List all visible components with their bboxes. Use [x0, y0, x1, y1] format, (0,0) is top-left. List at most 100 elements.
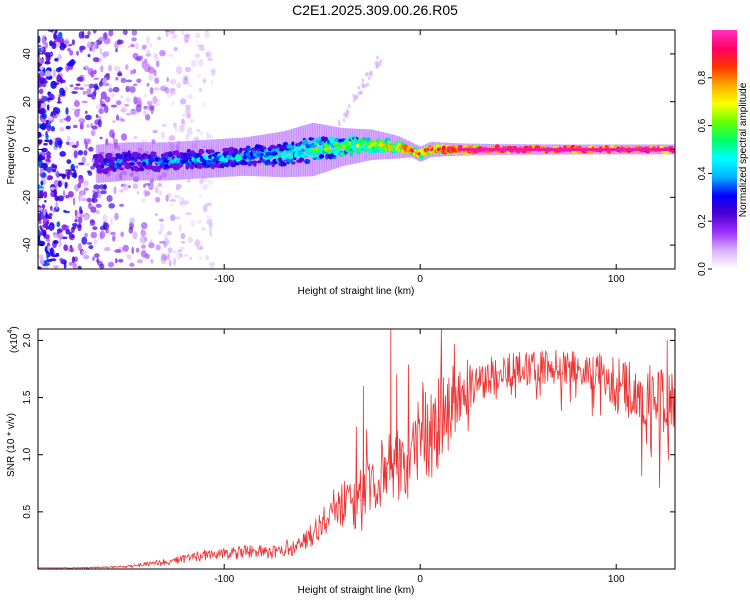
- noise-speckle: [95, 114, 99, 118]
- noise-speckle: [113, 66, 121, 72]
- noise-speckle: [345, 108, 349, 113]
- noise-speckle: [199, 240, 203, 247]
- noise-speckle: [53, 240, 59, 245]
- noise-speckle: [41, 265, 49, 269]
- noise-speckle: [102, 77, 108, 86]
- snr-scale-label: (x104): [7, 326, 20, 353]
- noise-speckle: [140, 228, 144, 233]
- noise-speckle: [47, 175, 54, 180]
- noise-speckle: [114, 249, 122, 253]
- noise-speckle: [90, 92, 96, 100]
- noise-speckle: [66, 135, 71, 142]
- noise-speckle: [46, 124, 52, 129]
- noise-speckle: [116, 39, 122, 45]
- noise-speckle: [210, 79, 214, 85]
- noise-speckle: [50, 205, 53, 211]
- noise-speckle: [45, 133, 49, 140]
- snr-point: [635, 391, 637, 393]
- noise-speckle: [40, 259, 45, 265]
- noise-speckle: [160, 256, 167, 265]
- noise-speckle: [133, 68, 136, 74]
- noise-speckle: [91, 197, 98, 203]
- noise-speckle: [103, 222, 110, 231]
- noise-speckle: [92, 226, 98, 231]
- noise-speckle: [45, 222, 48, 230]
- noise-speckle: [141, 44, 147, 50]
- noise-speckle: [359, 90, 363, 95]
- noise-speckle: [81, 100, 88, 104]
- snr-point: [302, 543, 304, 545]
- noise-speckle: [93, 30, 97, 34]
- noise-speckle: [50, 80, 57, 89]
- y-tick-label: 0.5: [22, 504, 33, 518]
- noise-speckle: [204, 30, 210, 33]
- figure-title: C2E1.2025.309.00.26.R05: [292, 2, 458, 18]
- noise-speckle: [130, 69, 134, 75]
- noise-speckle: [113, 186, 117, 195]
- noise-speckle: [152, 129, 158, 134]
- noise-speckle: [208, 178, 213, 186]
- noise-speckle: [41, 172, 47, 178]
- noise-speckle: [63, 244, 69, 251]
- noise-speckle: [67, 61, 74, 67]
- noise-speckle: [49, 258, 57, 262]
- noise-speckle: [157, 36, 162, 41]
- ridge-blob: [322, 136, 329, 142]
- noise-speckle: [59, 151, 66, 157]
- snr-series-line: [38, 329, 675, 569]
- noise-speckle: [184, 74, 190, 80]
- noise-speckle: [77, 182, 82, 189]
- noise-speckle: [125, 64, 129, 71]
- noise-speckle: [38, 35, 41, 44]
- noise-speckle: [90, 231, 98, 239]
- ridge-blob: [151, 151, 157, 156]
- noise-speckle: [100, 91, 107, 100]
- noise-speckle: [170, 203, 173, 207]
- ridge-blob: [110, 156, 117, 161]
- snr-point: [86, 567, 88, 569]
- ridge-halo: [253, 135, 257, 177]
- noise-speckle: [39, 167, 44, 174]
- noise-speckle: [73, 169, 77, 178]
- noise-speckle: [178, 124, 185, 133]
- noise-speckle: [158, 218, 164, 222]
- ridge-blob: [318, 153, 325, 159]
- noise-speckle: [83, 83, 90, 87]
- noise-speckle: [149, 87, 154, 95]
- noise-speckle: [45, 56, 50, 62]
- noise-speckle: [81, 249, 87, 257]
- noise-speckle: [95, 104, 102, 110]
- ridge-halo: [333, 126, 337, 169]
- noise-speckle: [76, 76, 84, 82]
- noise-speckle: [54, 30, 58, 34]
- ridge-blob: [291, 161, 296, 165]
- noise-speckle: [122, 183, 129, 192]
- noise-speckle: [185, 33, 191, 38]
- noise-speckle: [167, 247, 173, 254]
- noise-speckle: [189, 83, 193, 88]
- noise-speckle: [50, 126, 55, 132]
- noise-speckle: [129, 217, 136, 224]
- noise-speckle: [67, 169, 72, 175]
- noise-speckle: [44, 60, 51, 65]
- noise-speckle: [143, 105, 148, 110]
- noise-speckle: [124, 104, 130, 107]
- noise-speckle: [77, 216, 83, 224]
- noise-speckle: [107, 229, 111, 234]
- ridge-blob: [235, 154, 242, 161]
- noise-speckle: [78, 31, 84, 39]
- noise-speckle: [93, 77, 100, 81]
- snr-point: [380, 471, 382, 473]
- noise-speckle: [186, 113, 192, 119]
- noise-speckle: [179, 196, 185, 204]
- noise-speckle: [108, 88, 113, 93]
- noise-speckle: [166, 192, 172, 198]
- noise-speckle: [98, 81, 103, 87]
- noise-speckle: [98, 36, 105, 42]
- noise-speckle: [357, 85, 361, 90]
- noise-speckle: [183, 81, 186, 85]
- snr-point: [537, 367, 539, 369]
- noise-speckle: [190, 59, 195, 68]
- noise-speckle: [173, 47, 178, 52]
- noise-speckle: [69, 248, 75, 253]
